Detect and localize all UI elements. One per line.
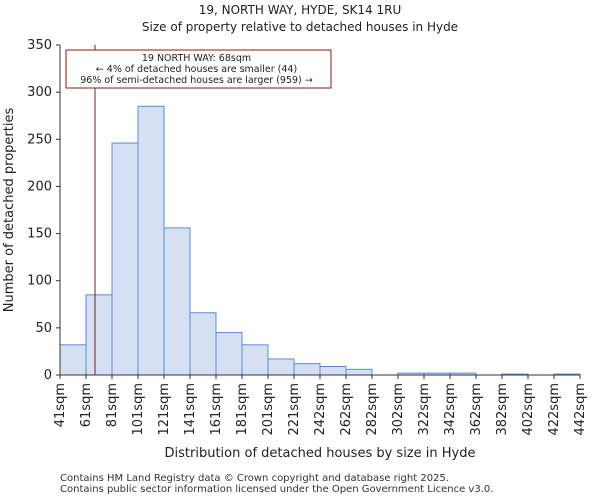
x-tick-label: 121sqm: [157, 383, 172, 436]
annotation-line: 19 NORTH WAY: 68sqm: [142, 53, 251, 64]
y-tick-label: 150: [27, 227, 52, 242]
annotation-line: ← 4% of detached houses are smaller (44): [96, 64, 297, 75]
y-tick-label: 0: [44, 368, 52, 383]
bar: [345, 368, 373, 376]
x-tick-label: 282sqm: [365, 383, 380, 436]
x-tick-label: 262sqm: [339, 383, 354, 436]
footer-line-2: Contains public sector information licen…: [60, 484, 494, 495]
y-tick-label: 350: [27, 38, 52, 53]
bar: [163, 227, 191, 376]
y-tick-label: 50: [35, 321, 52, 336]
x-tick-label: 221sqm: [287, 383, 302, 436]
x-tick-label: 101sqm: [131, 383, 146, 436]
bar: [293, 363, 321, 376]
x-tick-label: 422sqm: [547, 383, 562, 436]
x-tick-label: 362sqm: [469, 383, 484, 436]
annotation-line: 96% of semi-detached houses are larger (…: [80, 75, 313, 86]
bar: [111, 142, 139, 376]
bar: [319, 366, 347, 376]
bar: [215, 332, 243, 376]
chart-title: 19, NORTH WAY, HYDE, SK14 1RU: [198, 3, 402, 17]
x-tick-label: 242sqm: [313, 383, 328, 436]
x-tick-label: 61sqm: [79, 383, 94, 427]
y-axis-label: Number of detached properties: [2, 108, 17, 313]
annotation-box: [65, 49, 332, 89]
x-tick-label: 41sqm: [53, 383, 68, 427]
x-tick-label: 382sqm: [495, 383, 510, 436]
x-tick-label: 402sqm: [521, 383, 536, 436]
bar: [267, 358, 295, 376]
footer-line-1: Contains HM Land Registry data © Crown c…: [60, 473, 449, 484]
x-axis-label: Distribution of detached houses by size …: [165, 446, 476, 461]
bar: [85, 294, 113, 376]
y-tick-label: 100: [27, 274, 52, 289]
bar: [189, 312, 217, 376]
bar: [137, 105, 165, 376]
bar: [241, 344, 269, 376]
x-tick-label: 81sqm: [105, 383, 120, 427]
x-tick-label: 161sqm: [209, 383, 224, 436]
chart-subtitle: Size of property relative to detached ho…: [141, 20, 459, 34]
x-tick-label: 302sqm: [391, 383, 406, 436]
x-tick-label: 342sqm: [443, 383, 458, 436]
y-tick-label: 300: [27, 85, 52, 100]
x-tick-label: 141sqm: [183, 383, 198, 436]
bar: [59, 344, 87, 376]
y-tick-label: 250: [27, 132, 52, 147]
x-tick-label: 322sqm: [417, 383, 432, 436]
y-tick-label: 200: [27, 179, 52, 194]
x-tick-label: 181sqm: [235, 383, 250, 436]
x-tick-label: 201sqm: [261, 383, 276, 436]
x-tick-label: 442sqm: [573, 383, 588, 436]
